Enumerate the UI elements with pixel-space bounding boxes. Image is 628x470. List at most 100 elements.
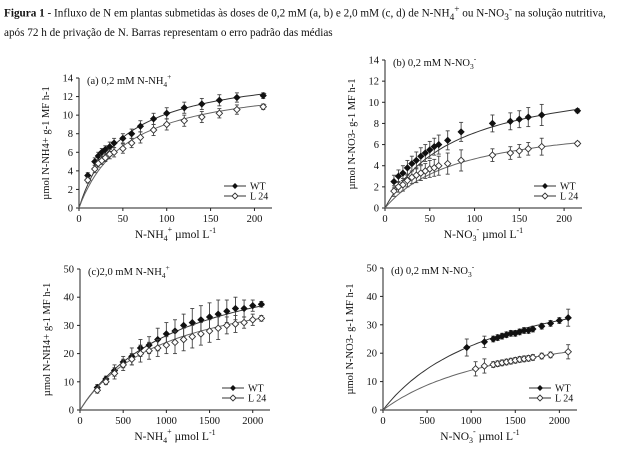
data-point-wt bbox=[417, 152, 425, 160]
y-tick-label: 2 bbox=[374, 182, 379, 193]
y-axis-label: µmol N-NH4+ g-1 MF h-1 bbox=[42, 283, 53, 396]
panel-label: (b) 0,2 mM N-NO3- bbox=[393, 54, 477, 71]
chart-panel-c: 0 500 1000 1500 2000 0 10 20 30 40 50 (c)2,0 mM N-N… bbox=[42, 263, 270, 445]
data-point-l24 bbox=[179, 335, 188, 344]
data-point-l24 bbox=[546, 351, 555, 359]
x-tick-label: 1500 bbox=[505, 416, 526, 427]
y-tick-label: 30 bbox=[367, 320, 378, 331]
data-point-wt bbox=[408, 159, 416, 168]
y-tick-label: 4 bbox=[374, 161, 380, 172]
data-point-l24 bbox=[197, 113, 206, 121]
legend-marker-wt bbox=[537, 385, 543, 391]
y-tick-label: 40 bbox=[64, 293, 75, 304]
x-axis-label-tail: µmol L bbox=[476, 431, 513, 443]
data-point-wt bbox=[573, 107, 582, 115]
x-axis-label-tail-sup: -1 bbox=[209, 428, 216, 437]
x-axis-label-sup: + bbox=[167, 427, 172, 436]
fit-curve-wt bbox=[382, 317, 572, 411]
data-point-l24 bbox=[537, 142, 546, 151]
data-point-l24 bbox=[153, 344, 162, 352]
x-axis-label-sub: 4 bbox=[163, 436, 167, 445]
panel-label-sup: + bbox=[166, 263, 170, 272]
y-axis-label: µmol N-NO3- g-1 MF h-1 bbox=[347, 78, 358, 189]
y-tick-label: 30 bbox=[64, 321, 75, 332]
legend-marker-l24 bbox=[231, 192, 239, 200]
data-point-wt bbox=[119, 134, 127, 142]
y-tick-label: 40 bbox=[367, 292, 378, 303]
x-tick-label: 150 bbox=[203, 214, 219, 225]
data-point-wt bbox=[546, 319, 555, 328]
x-tick-label: 0 bbox=[382, 214, 387, 225]
panel-label-sup: + bbox=[167, 72, 171, 81]
data-point-wt bbox=[463, 343, 471, 352]
x-tick-label: 1500 bbox=[199, 416, 220, 427]
data-point-wt bbox=[488, 119, 497, 128]
data-point-l24 bbox=[259, 102, 268, 111]
data-point-wt bbox=[240, 304, 248, 313]
panel-label: (a) 0,2 mM N-NH4+ bbox=[87, 72, 171, 89]
data-point-l24 bbox=[564, 347, 573, 356]
x-axis-label-sub: 4 bbox=[164, 234, 168, 243]
data-point-wt bbox=[188, 318, 196, 327]
panel-label: (c)2,0 mM N-NH4+ bbox=[88, 263, 170, 280]
data-point-l24 bbox=[127, 355, 136, 364]
y-tick-label: 8 bbox=[68, 129, 73, 140]
y-tick-label: 10 bbox=[64, 377, 75, 388]
data-point-l24 bbox=[93, 386, 102, 395]
panel-label-sub: 4 bbox=[162, 271, 166, 280]
x-axis-label-tail: µmol L bbox=[479, 229, 516, 241]
x-tick-label: 0 bbox=[380, 416, 385, 427]
x-axis-label-tail-sup: -1 bbox=[513, 428, 520, 437]
data-point-l24 bbox=[222, 321, 231, 330]
y-tick-label: 6 bbox=[68, 148, 73, 159]
data-point-l24 bbox=[83, 176, 92, 184]
data-point-l24 bbox=[119, 144, 127, 153]
data-point-wt bbox=[394, 172, 403, 180]
legend-label: L 24 bbox=[248, 394, 266, 405]
data-point-l24 bbox=[180, 116, 189, 125]
data-point-wt bbox=[215, 96, 223, 104]
data-point-wt bbox=[506, 117, 514, 125]
data-point-l24 bbox=[171, 338, 179, 347]
x-axis-label-sup: - bbox=[477, 225, 480, 234]
x-tick-label: 1000 bbox=[461, 416, 482, 427]
panel-label-text: (a) 0,2 mM N-NH bbox=[87, 76, 164, 87]
y-tick-label: 14 bbox=[63, 74, 74, 85]
x-axis-label-sub: 3 bbox=[469, 436, 473, 445]
data-point-l24 bbox=[162, 120, 171, 129]
data-point-l24 bbox=[188, 332, 197, 341]
data-point-wt bbox=[110, 139, 118, 147]
data-point-l24 bbox=[136, 349, 145, 358]
x-axis-label: N-NO3- µmol L-1 bbox=[444, 225, 523, 243]
x-tick-label: 150 bbox=[511, 214, 527, 225]
fit-curve-wt bbox=[384, 109, 577, 209]
data-point-wt bbox=[555, 316, 563, 325]
data-point-l24 bbox=[162, 341, 171, 349]
x-tick-label: 200 bbox=[556, 214, 572, 225]
legend-label: L 24 bbox=[555, 394, 573, 405]
y-tick-label: 12 bbox=[63, 92, 74, 103]
data-point-l24 bbox=[537, 352, 546, 360]
data-point-l24 bbox=[119, 361, 128, 369]
panel-label-sup: - bbox=[472, 262, 475, 271]
y-tick-label: 10 bbox=[63, 111, 74, 122]
chart-panel-d: 0 500 1000 1500 2000 0 10 20 30 40 50 (d) 0,2 mM N-… bbox=[345, 262, 577, 445]
x-tick-label: 200 bbox=[247, 214, 263, 225]
data-point-l24 bbox=[573, 139, 582, 148]
x-tick-label: 0 bbox=[77, 416, 82, 427]
data-point-l24 bbox=[457, 156, 465, 165]
caption-sup-1: + bbox=[454, 5, 460, 15]
x-tick-label: 100 bbox=[159, 214, 175, 225]
legend-label: L 24 bbox=[250, 192, 268, 203]
data-point-wt bbox=[101, 145, 109, 154]
data-point-l24 bbox=[231, 320, 240, 328]
data-point-l24 bbox=[257, 314, 266, 323]
data-point-l24 bbox=[233, 105, 241, 114]
legend-label: WT bbox=[250, 182, 266, 193]
data-point-l24 bbox=[110, 369, 119, 378]
legend-label: WT bbox=[248, 384, 264, 395]
data-point-l24 bbox=[434, 161, 443, 170]
x-axis-label-text: N-NO bbox=[440, 431, 469, 443]
x-tick-label: 500 bbox=[419, 416, 435, 427]
